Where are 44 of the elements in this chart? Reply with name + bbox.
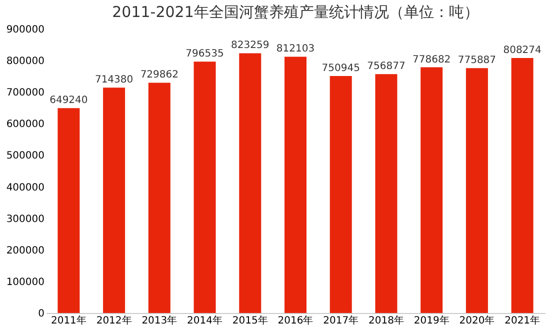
x-tick-label: 2013年 [142, 314, 178, 326]
y-tick-label: 400000 [6, 182, 44, 194]
data-label: 812103 [276, 44, 315, 55]
x-tick-label: 2019年 [414, 314, 450, 326]
chart-title: 2011-2021年全国河蟹养殖产量统计情况（单位：吨） [112, 3, 479, 21]
x-tick-label: 2018年 [368, 314, 404, 326]
bar [466, 68, 488, 313]
x-tick-label: 2011年 [50, 314, 86, 326]
y-tick-label: 300000 [6, 214, 44, 225]
bar [194, 62, 216, 313]
y-tick-label: 900000 [6, 24, 44, 36]
data-label: 729862 [140, 70, 179, 81]
x-tick-label: 2020年 [459, 314, 495, 326]
y-tick-label: 200000 [6, 245, 44, 256]
x-tick-label: 2015年 [232, 314, 268, 326]
bar [511, 58, 534, 313]
data-label: 649240 [50, 95, 88, 106]
data-label: 808274 [503, 44, 542, 56]
data-label: 778682 [412, 54, 451, 66]
bar [375, 74, 398, 313]
x-tick-label: 2012年 [96, 314, 132, 326]
x-tick-label: 2021年 [504, 314, 540, 326]
y-tick-label: 100000 [6, 276, 44, 288]
x-tick-label: 2014年 [187, 314, 222, 326]
y-tick-label: 700000 [6, 88, 44, 99]
bar [148, 82, 170, 313]
x-tick-label: 2016年 [278, 314, 314, 326]
bar [284, 56, 306, 313]
data-label: 823259 [231, 40, 270, 52]
data-label: 750945 [322, 63, 360, 74]
y-tick-label: 500000 [6, 150, 44, 162]
y-tick-label: 600000 [6, 119, 44, 130]
bar [420, 67, 443, 313]
data-label: 714380 [94, 74, 134, 86]
y-tick-label: 800000 [6, 56, 44, 68]
bar [239, 53, 262, 313]
bar [58, 108, 80, 313]
bar [103, 88, 126, 313]
y-tick-label: 0 [38, 308, 44, 320]
x-tick-label: 2017年 [323, 314, 359, 326]
bar [330, 76, 352, 313]
data-label: 756877 [367, 61, 406, 72]
data-label: 796535 [186, 48, 224, 60]
data-label: 775887 [458, 55, 496, 66]
